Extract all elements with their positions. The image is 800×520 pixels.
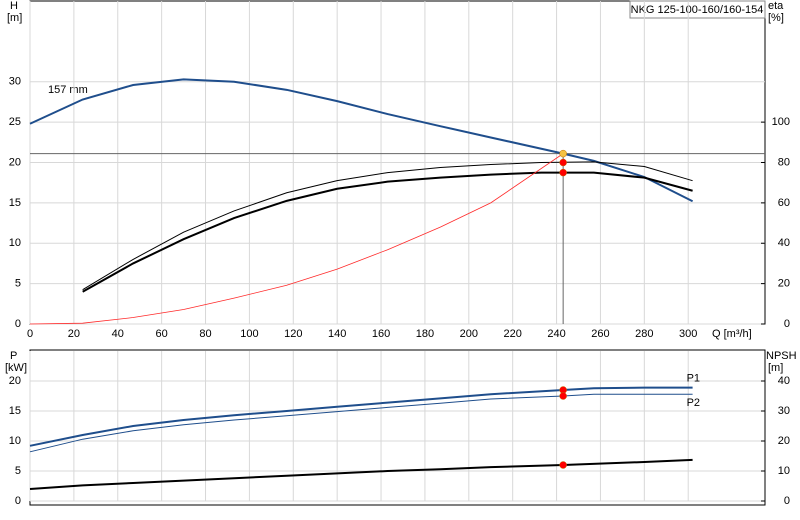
y2-tick-label: 10 [778,465,790,477]
operating-point [559,392,567,400]
operating-point [559,461,567,469]
y-tick-label: 0 [15,495,21,507]
series-label: P2 [687,397,700,409]
y2-tick-label: 20 [778,278,790,290]
y-axis-label: H [10,0,18,12]
y-tick-label: 10 [9,237,21,249]
y2-tick-label: 40 [778,375,790,387]
x-tick-label: 100 [240,328,258,340]
y-axis-label: P [10,350,17,362]
y2-tick-label: 0 [784,318,790,330]
x-tick-label: 180 [416,328,434,340]
y-tick-label: 0 [15,318,21,330]
x-tick-label: 280 [635,328,653,340]
y-tick-label: 15 [9,405,21,417]
x-tick-label: 160 [372,328,390,340]
y2-axis-unit: [%] [768,12,784,24]
x-tick-label: 60 [156,328,168,340]
y2-tick-label: 100 [772,116,790,128]
y2-tick-label: 0 [784,495,790,507]
operating-point [559,149,567,158]
x-tick-label: 80 [199,328,211,340]
x-tick-label: 0 [27,328,33,340]
x-tick-label: 260 [591,328,609,340]
y2-axis-label: eta [768,0,784,12]
series-label: P1 [687,373,700,385]
y-axis-unit: [kW] [5,362,27,374]
y-tick-label: 10 [9,435,21,447]
series-line [29,78,694,203]
y-tick-label: 30 [9,76,21,88]
series-line [82,171,693,293]
y-tick-label: 15 [9,197,21,209]
y-tick-label: 5 [15,465,21,477]
x-tick-label: 120 [284,328,302,340]
x-axis-label: Q [m³/h] [712,328,752,340]
y2-tick-label: 80 [778,156,790,168]
x-tick-label: 240 [547,328,565,340]
x-tick-label: 300 [679,328,697,340]
y2-tick-label: 60 [778,197,790,209]
operating-point [559,168,567,177]
x-tick-label: 220 [504,328,522,340]
y-tick-label: 5 [15,278,21,290]
series-line [29,386,693,447]
y2-axis-label: NPSH [766,350,797,362]
series-line [82,161,693,291]
x-tick-label: 200 [460,328,478,340]
y-tick-label: 20 [9,375,21,387]
y2-axis-unit: [m] [768,362,783,374]
series-line [29,153,564,325]
y2-tick-label: 20 [778,435,790,447]
x-tick-label: 40 [112,328,124,340]
annotation: 157 mm [48,84,88,96]
x-tick-label: 20 [68,328,80,340]
chart-title: NKG 125-100-160/160-154 [631,4,764,16]
title-box [629,0,766,19]
series-line [29,458,693,490]
y-tick-label: 20 [9,156,21,168]
series-line [29,393,693,453]
operating-point [559,158,567,167]
y-tick-label: 25 [9,116,21,128]
y-axis-unit: [m] [7,12,22,24]
y2-tick-label: 30 [778,405,790,417]
x-tick-label: 140 [328,328,346,340]
y2-tick-label: 40 [778,237,790,249]
